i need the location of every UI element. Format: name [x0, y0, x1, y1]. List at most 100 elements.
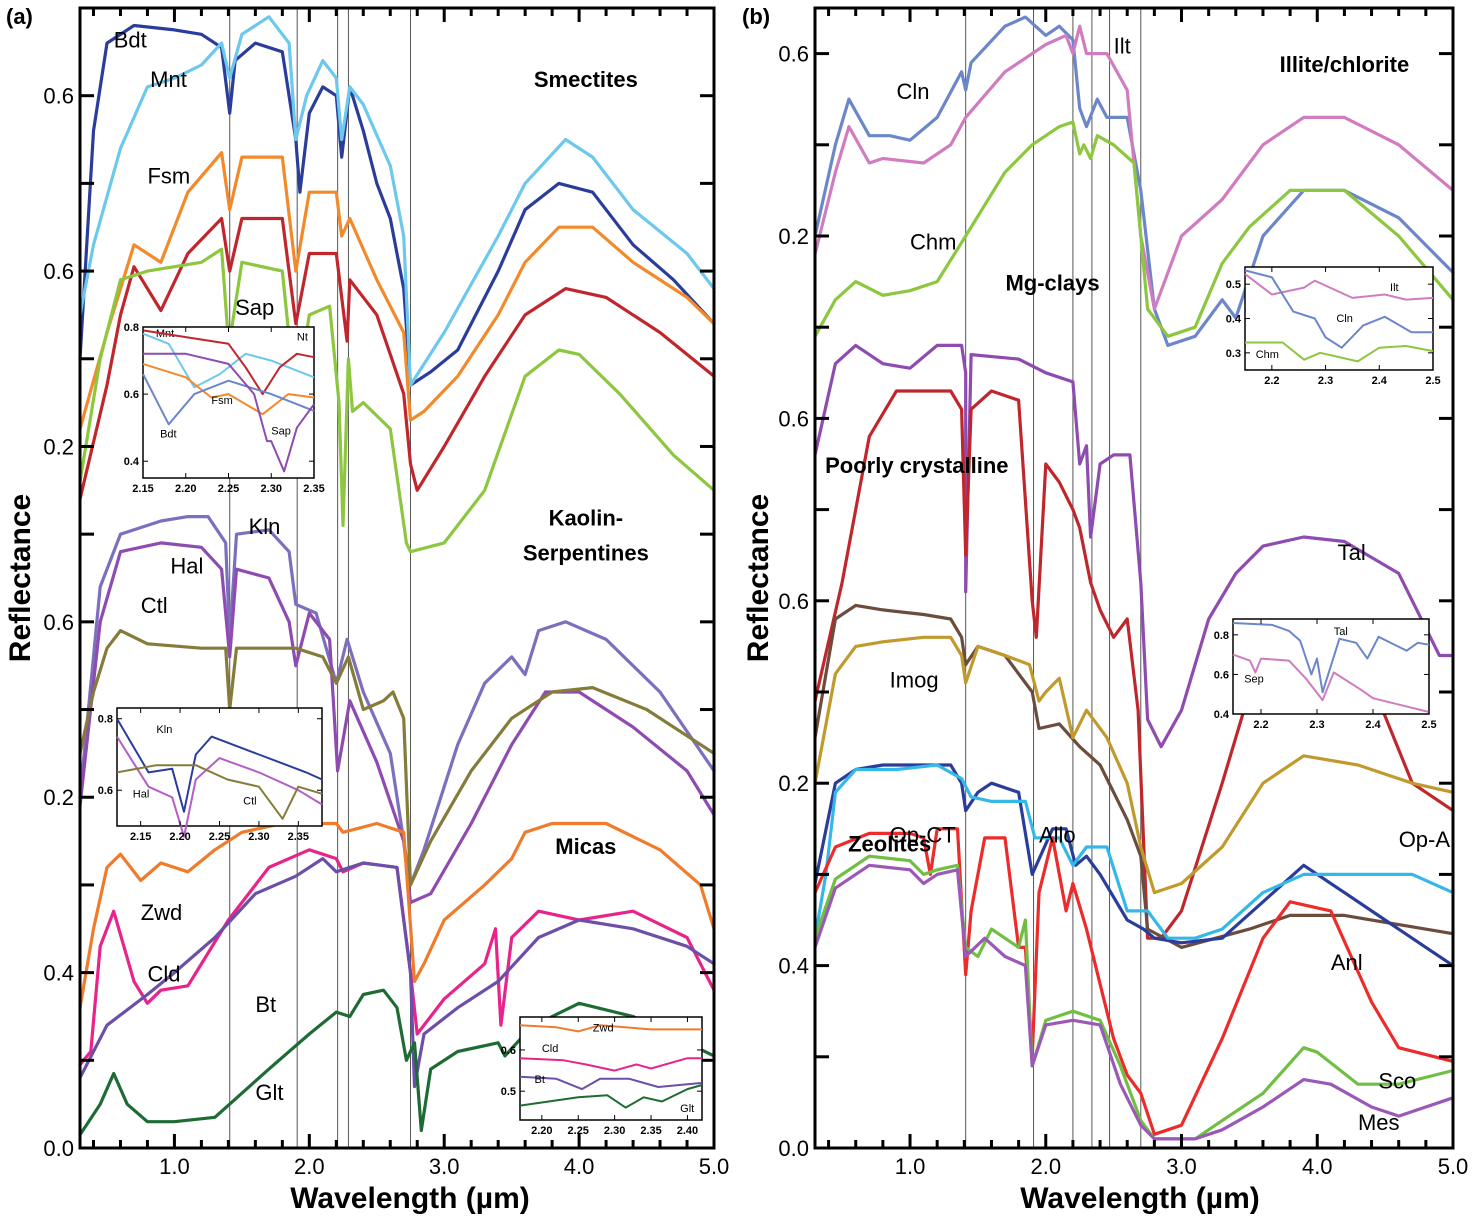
- panel-label-b: (b): [742, 4, 770, 29]
- spectrum-line-chm: [813, 120, 1455, 338]
- series-label-anl: Anl: [1331, 950, 1363, 975]
- inset-x-tick-label: 2.2: [1253, 719, 1268, 731]
- inset-frame: [142, 326, 315, 479]
- inset-y-tick-label: 0.8: [1214, 630, 1229, 642]
- inset-x-tick-label: 2.40: [677, 1125, 698, 1137]
- inset-y-tick-label: 0.5: [501, 1086, 516, 1098]
- spectrum-line-sco: [813, 854, 1455, 1141]
- group-label: Mg-clays: [1005, 271, 1099, 296]
- series-label-ilt: Ilt: [1114, 34, 1131, 59]
- series-label-chm: Chm: [910, 230, 956, 255]
- inset-y-tick-label: 0.6: [98, 785, 113, 797]
- x-tick-label: 4.0: [1302, 1154, 1333, 1179]
- inset-line-cln: [1244, 269, 1433, 349]
- x-tick-label: 2.0: [294, 1154, 325, 1179]
- panel-label-a: (a): [6, 4, 33, 29]
- y-tick-label: 0.6: [778, 406, 809, 431]
- inset-x-tick-label: 2.15: [132, 483, 153, 495]
- group-label: Illite/chlorite: [1280, 52, 1410, 77]
- inset-y-tick-label: 0.3: [1226, 348, 1241, 360]
- inset-x-tick-label: 2.3: [1318, 375, 1333, 387]
- inset-line-bdt: [142, 373, 315, 426]
- series-label-bt: Bt: [255, 992, 276, 1017]
- y-axis-title-a: Reflectance: [4, 494, 37, 662]
- series-label-imog: Imog: [890, 667, 939, 692]
- group-label: Micas: [555, 834, 616, 859]
- inset-x-tick-label: 2.2: [1264, 375, 1279, 387]
- series-label-allo: Allo: [1039, 822, 1076, 847]
- inset-line-sep: [1232, 653, 1430, 713]
- y-tick-label: 0.4: [778, 954, 809, 979]
- spectrum-line-cln: [813, 15, 1455, 347]
- inset-x-tick-label: 2.15: [130, 831, 151, 843]
- inset-line-bt: [519, 1075, 703, 1091]
- spectrum-line-op-ct: [813, 763, 1455, 968]
- inset-x-tick-label: 2.25: [209, 831, 230, 843]
- group-label: Smectites: [534, 67, 638, 92]
- inset-line-hal: [116, 736, 323, 838]
- spectrum-line-zwd: [78, 821, 716, 1010]
- y-tick-label: 0.6: [43, 610, 74, 635]
- inset-x-tick-label: 2.35: [288, 831, 309, 843]
- x-tick-label: 1.0: [895, 1154, 926, 1179]
- y-tick-label: 0.2: [43, 434, 74, 459]
- spectrum-line-ilt: [813, 24, 1455, 311]
- mg-clays-inset: Tal Sep 2.2 2.3 2.4 2.5 0.4 0.6 0.8: [1214, 618, 1437, 731]
- inset-y-tick-label: 0.8: [124, 322, 139, 334]
- y-axis-title-b: Reflectance: [742, 494, 775, 662]
- inset-line-mnt: [142, 332, 315, 389]
- x-axis-title-b: Wavelength (µm): [1020, 1182, 1260, 1215]
- series-label-sap: Sap: [235, 295, 274, 320]
- x-tick-label: 5.0: [699, 1154, 730, 1179]
- inset-x-tick-label: 2.4: [1365, 719, 1381, 731]
- inset-y-tick-label: 0.6: [124, 389, 139, 401]
- inset-x-tick-label: 2.5: [1425, 375, 1440, 387]
- series-label-fsm: Fsm: [147, 163, 190, 188]
- inset-label-fsm: Fsm: [211, 395, 232, 407]
- x-axis-title-a: Wavelength (µm): [290, 1182, 530, 1215]
- series-label-mes: Mes: [1358, 1110, 1400, 1135]
- inset-label-glt: Glt: [680, 1103, 694, 1115]
- inset-label-sep: Sep: [1244, 673, 1264, 685]
- series-label-cln: Cln: [896, 79, 929, 104]
- inset-label-ilt: Ilt: [1390, 282, 1399, 294]
- series-label-cld: Cld: [147, 961, 180, 986]
- spectrum-line-anl: [813, 827, 1455, 1136]
- x-tick-label: 3.0: [429, 1154, 460, 1179]
- x-tick-label: 2.0: [1030, 1154, 1061, 1179]
- inset-x-tick-label: 2.4: [1372, 375, 1388, 387]
- y-tick-label: 0.6: [43, 259, 74, 284]
- y-tick-label: 0.6: [43, 84, 74, 109]
- spectrum-line-tal: [813, 343, 1455, 749]
- group-label: Kaolin-: [549, 505, 624, 530]
- inset-x-tick-label: 2.30: [261, 483, 282, 495]
- inset-frame: [519, 1016, 703, 1121]
- spectrum-line-sap: [78, 247, 716, 554]
- y-tick-label: 0.4: [43, 961, 74, 986]
- inset-x-tick-label: 2.20: [531, 1125, 552, 1137]
- series-label-op-ct: Op-CT: [890, 822, 956, 847]
- inset-line-fsm: [142, 362, 315, 416]
- inset-x-tick-label: 2.35: [303, 483, 324, 495]
- inset-x-tick-label: 2.3: [1309, 719, 1324, 731]
- spectrum-line-ctl: [78, 629, 716, 887]
- series-label-bdt: Bdt: [114, 27, 147, 52]
- inset-line-kln: [116, 718, 323, 813]
- spectrum-line-kln: [78, 515, 716, 887]
- inset-label-sap: Sap: [271, 425, 291, 437]
- inset-line-glt: [519, 1084, 703, 1109]
- inset-label-bt: Bt: [535, 1074, 545, 1086]
- group-label: Serpentines: [523, 540, 649, 565]
- spectrum-line-fsm: [78, 151, 716, 431]
- series-label-tal: Tal: [1338, 540, 1366, 565]
- inset-x-tick-label: 2.5: [1421, 719, 1436, 731]
- inset-x-tick-label: 2.30: [604, 1125, 625, 1137]
- y-tick-label: 0.0: [778, 1136, 809, 1161]
- inset-label-cln: Cln: [1336, 313, 1353, 325]
- y-tick-label: 0.2: [778, 771, 809, 796]
- inset-x-tick-label: 2.25: [568, 1125, 589, 1137]
- inset-line-nt: [142, 329, 315, 396]
- inset-label-chm: Chm: [1256, 349, 1279, 361]
- inset-x-tick-label: 2.25: [218, 483, 239, 495]
